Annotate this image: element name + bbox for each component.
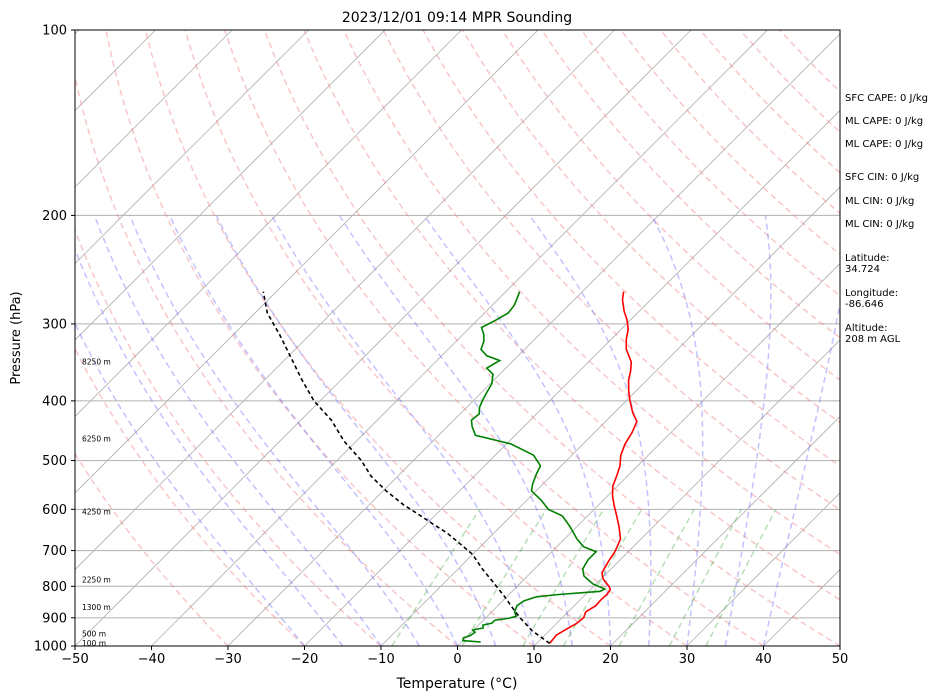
moist-adiabat-line — [169, 215, 459, 646]
moist-adiabat-line — [75, 321, 306, 646]
y-tick-label: 700 — [42, 544, 67, 559]
x-tick-label: −10 — [367, 652, 394, 667]
mixing-ratio-line — [461, 508, 547, 646]
x-tick-label: 50 — [832, 652, 849, 667]
dry-adiabat-line — [382, 30, 840, 511]
isotherm-line — [533, 339, 840, 646]
y-tick-label: 100 — [42, 24, 67, 39]
dry-adiabat-line — [75, 347, 306, 646]
dry-adiabat-line — [342, 30, 840, 556]
x-axis-label: Temperature (°C) — [396, 676, 518, 692]
y-tick-label: 500 — [42, 454, 67, 469]
y-tick-label: 200 — [42, 209, 67, 224]
height-label: 1300 m — [82, 603, 111, 612]
moist-adiabat-line — [762, 300, 840, 646]
mixing-ratio-line — [391, 508, 481, 646]
temperature-line — [549, 291, 638, 644]
dewpoint-line — [461, 291, 607, 643]
height-label: 4250 m — [82, 508, 111, 517]
isotherm-line — [227, 33, 840, 646]
x-tick-label: 30 — [679, 652, 696, 667]
moist-adiabat-line — [129, 215, 420, 646]
isotherm-line — [75, 30, 615, 571]
x-tick-label: 40 — [755, 652, 772, 667]
isotherm-line — [75, 30, 233, 188]
y-tick-label: 300 — [42, 317, 67, 332]
altitude-text: Altitude: 208 m AGL — [845, 323, 901, 345]
height-label: 500 m — [82, 630, 106, 639]
x-tick-label: −40 — [138, 652, 165, 667]
dry-adiabat-line — [422, 30, 840, 467]
isotherm-line — [380, 186, 840, 646]
height-label: 8250 m — [82, 357, 111, 366]
longitude-text: Longitude: -86.646 — [845, 288, 899, 310]
isotherm-line — [75, 30, 539, 494]
x-tick-label: 10 — [526, 652, 543, 667]
moist-adiabat-line — [724, 215, 772, 646]
isotherm-line — [75, 30, 692, 646]
mixing-ratio-line — [522, 508, 605, 646]
moist-adiabat-line — [93, 215, 382, 646]
x-tick-label: 20 — [602, 652, 619, 667]
mixing-ratio-line — [618, 508, 695, 646]
latitude-text: Latitude: 34.724 — [845, 253, 890, 275]
x-tick-label: −30 — [214, 652, 241, 667]
isotherm-line — [610, 415, 840, 646]
y-tick-label: 900 — [42, 611, 67, 626]
mixing-ratio-line — [668, 508, 742, 646]
y-tick-label: 1000 — [34, 640, 67, 655]
mixing-ratio-line — [562, 508, 643, 646]
dry-adiabat-line — [263, 30, 840, 646]
x-tick-label: 0 — [453, 652, 461, 667]
x-tick-label: −50 — [61, 652, 88, 667]
dry-adiabat-line — [223, 30, 764, 646]
height-label: 6250 m — [82, 434, 111, 443]
ml-cin-text-2: ML CIN: 0 J/kg — [845, 219, 915, 230]
isotherm-line — [304, 109, 840, 646]
isotherm-line — [75, 30, 309, 265]
ml-cape-text: ML CAPE: 0 J/kg — [845, 116, 924, 127]
dry-adiabat-line — [144, 30, 611, 646]
sfc-cape-text: SFC CAPE: 0 J/kg — [845, 93, 928, 104]
isotherm-line — [686, 492, 840, 646]
dry-adiabat-line — [75, 73, 458, 646]
y-axis-label: Pressure (hPa) — [9, 291, 24, 384]
isotherm-line — [151, 30, 768, 646]
moist-adiabat-line — [423, 214, 612, 646]
x-tick-label: −20 — [291, 652, 318, 667]
height-label: 100 m — [82, 639, 106, 648]
parcel-path-line — [262, 291, 551, 644]
dry-adiabat-line — [580, 30, 840, 297]
y-tick-label: 800 — [42, 580, 67, 595]
isotherm-line — [75, 30, 462, 418]
isotherm-line — [0, 30, 3, 646]
y-tick-label: 400 — [42, 394, 67, 409]
moist-adiabat-line — [215, 215, 497, 646]
y-tick-label: 600 — [42, 503, 67, 518]
moist-adiabat-line — [271, 215, 535, 646]
sfc-cin-text: SFC CIN: 0 J/kg — [845, 172, 920, 183]
moist-adiabat-line — [650, 215, 704, 646]
dry-adiabat-line — [184, 30, 688, 646]
isotherm-line — [457, 262, 840, 646]
height-label: 2250 m — [82, 576, 111, 585]
ml-cape-text-2: ML CAPE: 0 J/kg — [845, 139, 924, 150]
dry-adiabat-line — [75, 452, 229, 646]
isotherm-line — [75, 30, 386, 341]
moist-adiabat-line — [338, 215, 574, 646]
ml-cin-text: ML CIN: 0 J/kg — [845, 196, 915, 207]
mixing-ratio-line — [705, 508, 777, 646]
dry-adiabat-line — [75, 228, 382, 646]
plot-frame — [74, 29, 841, 647]
dry-adiabat-line — [105, 30, 535, 646]
chart-title: 2023/12/01 09:14 MPR Sounding — [342, 10, 572, 26]
dry-adiabat-line — [303, 30, 840, 601]
